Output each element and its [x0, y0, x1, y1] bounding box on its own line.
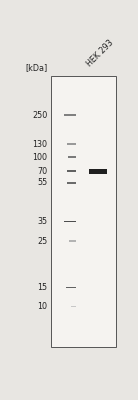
Text: 10: 10: [37, 302, 47, 311]
Text: 55: 55: [37, 178, 47, 187]
Bar: [67, 170, 76, 172]
Text: 100: 100: [32, 152, 47, 162]
Text: 15: 15: [37, 283, 47, 292]
Bar: [69, 240, 76, 242]
Bar: [67, 156, 76, 158]
Bar: [89, 170, 107, 174]
Text: 35: 35: [37, 217, 47, 226]
Bar: [71, 306, 76, 308]
Text: HEK 293: HEK 293: [85, 38, 115, 68]
Bar: [64, 221, 76, 222]
Bar: [51, 76, 116, 347]
Text: 70: 70: [37, 167, 47, 176]
Bar: [67, 143, 76, 145]
Bar: [66, 287, 76, 288]
Text: 250: 250: [32, 110, 47, 120]
Bar: [64, 114, 76, 116]
Text: 25: 25: [37, 236, 47, 246]
Text: [kDa]: [kDa]: [25, 64, 48, 72]
Bar: [67, 182, 76, 184]
Text: 130: 130: [32, 140, 47, 148]
